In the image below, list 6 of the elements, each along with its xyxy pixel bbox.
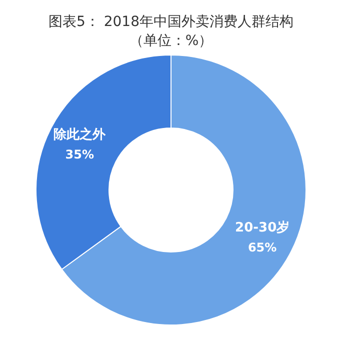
data-label: 35% xyxy=(65,147,94,162)
chart-subtitle: （单位：%） xyxy=(129,33,213,49)
data-label: 65% xyxy=(248,240,277,255)
slice-label: 20-30岁 xyxy=(235,220,290,236)
chart-title: 图表5： 2018年中国外卖消费人群结构 xyxy=(48,14,294,30)
slice-label: 除此之外 xyxy=(54,126,107,142)
